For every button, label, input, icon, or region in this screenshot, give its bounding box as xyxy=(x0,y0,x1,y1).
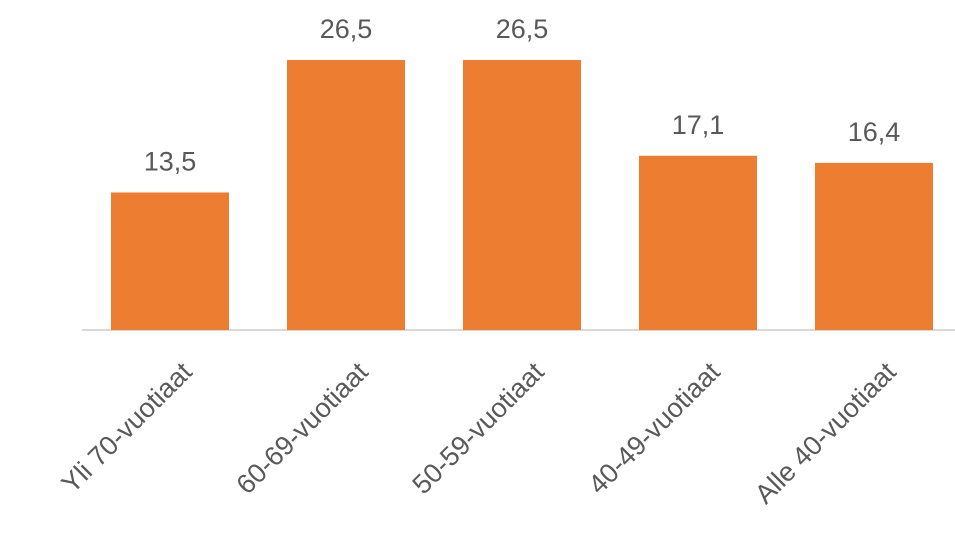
data-label: 26,5 xyxy=(496,14,549,44)
data-label: 16,4 xyxy=(848,117,901,147)
bar xyxy=(287,60,405,330)
x-tick-label: 50-59-vuotiaat xyxy=(407,356,551,500)
bar xyxy=(639,155,757,330)
x-tick-label: 60-69-vuotiaat xyxy=(231,356,375,500)
data-label: 26,5 xyxy=(320,14,373,44)
x-tick-label: 40-49-vuotiaat xyxy=(583,356,727,500)
bar xyxy=(111,192,229,330)
x-tick-label: Alle 40-vuotiaat xyxy=(749,356,902,509)
bar xyxy=(815,162,933,330)
data-label: 17,1 xyxy=(672,110,725,140)
bar xyxy=(463,60,581,330)
x-tick-label: Yli 70-vuotiaat xyxy=(56,356,199,499)
data-label: 13,5 xyxy=(144,146,197,176)
